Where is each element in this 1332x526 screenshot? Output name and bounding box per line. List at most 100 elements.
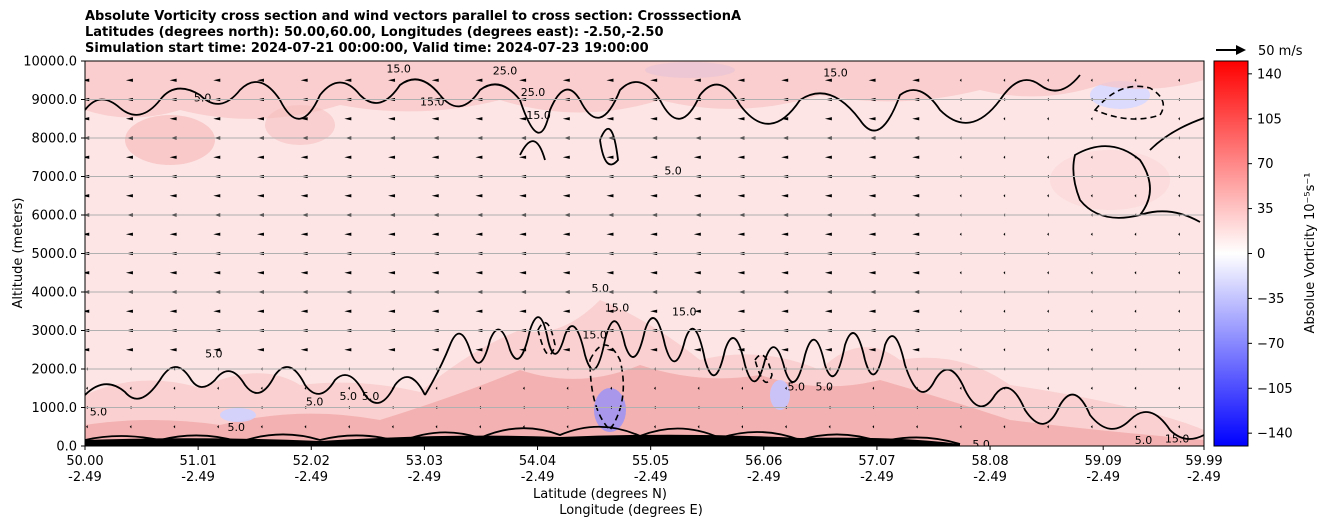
colorbar-ticks: 140 105 70 35 0 −35 −70 −105 −140: [1248, 67, 1293, 442]
wind-vector: [1090, 232, 1093, 236]
contour-dashed-lines: [537, 85, 1165, 432]
wind-vector: [1047, 155, 1049, 159]
colorbar-tick-label: −35: [1257, 292, 1284, 307]
wind-vector: [784, 425, 787, 429]
wind-vector: [737, 155, 745, 159]
wind-vector: [169, 271, 177, 275]
y-tick-label: 7000.0: [32, 170, 78, 185]
field-neg-patch-2: [220, 408, 256, 422]
wind-vector: [475, 348, 483, 352]
wind-vector: [868, 309, 876, 313]
contour-labels: 5.0 5.0 5.0 5.0 5.0 15.0 15.0 15.0 5.0 5.0 15.0 25.…: [90, 63, 1190, 446]
contour-label: 5.0: [592, 282, 610, 295]
wind-vector: [1090, 78, 1093, 82]
x-axis-label-latitude: Latitude (degrees N): [533, 487, 667, 502]
x-tick-label-lon: -2.49: [294, 470, 328, 485]
wind-vector: [650, 309, 658, 313]
wind-vector: [1178, 348, 1180, 352]
colorbar-tick-label: 0: [1257, 247, 1265, 262]
wind-vector: [1178, 425, 1180, 429]
field-upper-blob-3: [1050, 150, 1170, 210]
wind-vector: [435, 425, 438, 429]
wind-vector: [300, 309, 308, 313]
contour-label: 15.0: [386, 63, 411, 76]
contour-low-1: [85, 366, 426, 404]
contour-dashed-1: [1093, 85, 1165, 120]
y-tick-label: 8000.0: [32, 132, 78, 147]
wind-vector: [213, 271, 221, 275]
wind-vector: [260, 386, 263, 390]
wind-vector: [824, 194, 832, 198]
wind-vector: [606, 194, 614, 198]
y-tick-label: 5000.0: [32, 247, 78, 262]
wind-vector: [431, 232, 439, 236]
wind-vector: [566, 425, 569, 429]
wind-vector: [1134, 425, 1137, 429]
wind-vector: [86, 425, 88, 429]
wind-vector: [173, 425, 176, 429]
field-upper-band: [85, 61, 1204, 119]
colorbar-tick-label: 140: [1257, 67, 1282, 82]
wind-vector: [169, 117, 177, 121]
wind-vector: [169, 194, 177, 198]
contour-label: 15.0: [582, 328, 607, 341]
field-low-strong: [85, 365, 1204, 446]
contour-dashed-2: [589, 344, 625, 432]
wind-vector: [300, 117, 308, 121]
colorbar-tick-label: 105: [1257, 112, 1282, 127]
wind-vector: [562, 271, 570, 275]
wind-vector: [475, 232, 483, 236]
wind-vector: [1003, 348, 1006, 352]
x-tick-label-lon: -2.49: [860, 470, 894, 485]
wind-vector: [129, 386, 132, 390]
wind-vector: [737, 271, 745, 275]
x-tick-label-lat: 50.00: [66, 454, 103, 469]
wind-vector: [959, 155, 962, 159]
vorticity-field: 5.0 5.0 5.0 5.0 5.0 15.0 15.0 15.0 5.0 5.0 15.0 25.…: [85, 61, 1204, 446]
wind-vector: [344, 348, 352, 352]
wind-vector: [213, 348, 221, 352]
wind-vector: [693, 194, 701, 198]
chart-title-line-3: Simulation start time: 2024-07-21 00:00:…: [85, 41, 649, 56]
gridlines: [85, 99, 1204, 408]
wind-vector: [1178, 386, 1180, 390]
contour-label: 15.0: [672, 305, 697, 318]
wind-vector: [129, 425, 132, 429]
chart-title-line-2: Latitudes (degrees north): 50.00,60.00, …: [85, 25, 664, 40]
wind-vector: [304, 425, 307, 429]
wind-vector: [737, 78, 745, 82]
wind-vector: [1047, 194, 1049, 198]
wind-vector: [519, 348, 527, 352]
colorbar-tick-label: 35: [1257, 202, 1274, 217]
wind-vector: [85, 194, 90, 198]
y-tick-label: 4000.0: [32, 286, 78, 301]
chart-title-line-1: Absolute Vorticity cross section and win…: [85, 9, 742, 24]
wind-vector: [959, 232, 962, 236]
wind-vector: [431, 194, 439, 198]
y-tick-label: 3000.0: [32, 324, 78, 339]
x-tick-label-lon: -2.49: [181, 470, 215, 485]
wind-vector: [125, 232, 133, 236]
wind-vector: [1047, 309, 1049, 313]
wind-vector: [784, 386, 787, 390]
wind-vector: [693, 271, 701, 275]
wind-vector: [169, 348, 177, 352]
x-tick-label-lon: -2.49: [1086, 470, 1120, 485]
wind-vector: [653, 386, 656, 390]
wind-vector: [169, 232, 177, 236]
wind-vector: [344, 194, 352, 198]
wind-vector: [260, 425, 263, 429]
wind-vector: [344, 309, 352, 313]
wind-vector: [217, 386, 219, 390]
wind-vector: [522, 386, 525, 390]
wind-vector: [431, 348, 439, 352]
x-tick-label-lon: -2.49: [973, 470, 1007, 485]
wind-vector: [1178, 194, 1180, 198]
wind-vector: [522, 425, 525, 429]
wind-vector: [824, 117, 832, 121]
x-tick-label-lat: 53.03: [406, 454, 443, 469]
wind-vector: [213, 78, 221, 82]
wind-vector: [431, 271, 439, 275]
wind-vector: [1003, 155, 1006, 159]
field-neg-patch-3: [770, 380, 790, 410]
